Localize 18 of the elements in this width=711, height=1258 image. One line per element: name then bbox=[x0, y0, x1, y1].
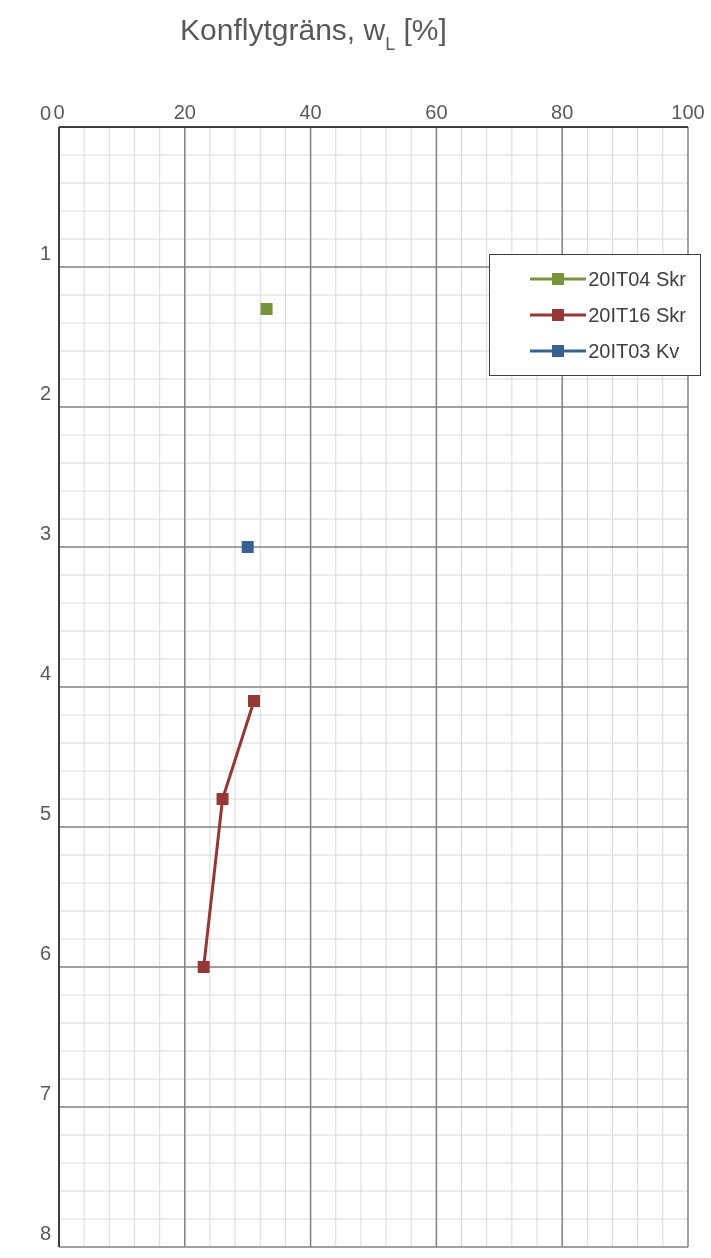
y-tick-label: 3 bbox=[39, 522, 51, 545]
x-tick-label: 60 bbox=[425, 101, 448, 123]
legend-label: 20IT16 Skr bbox=[588, 303, 686, 327]
x-tick-label: 80 bbox=[551, 101, 574, 123]
x-axis-title: Konflytgräns, w$_{L}$ [%] bbox=[180, 13, 447, 54]
y-tick-label: 6 bbox=[39, 942, 51, 965]
y-tick-label: 2 bbox=[39, 382, 51, 405]
y-tick-label: 7 bbox=[39, 1082, 51, 1105]
x-tick-label: 20 bbox=[173, 101, 196, 123]
x-tick-label: 100 bbox=[671, 101, 705, 123]
legend-label: 20IT04 Skr bbox=[588, 267, 686, 291]
y-tick-label: 4 bbox=[39, 662, 51, 685]
y-tick-label: 1 bbox=[39, 242, 51, 265]
y-tick-label: 5 bbox=[39, 802, 51, 825]
legend-label: 20IT03 Kv bbox=[588, 339, 680, 363]
x-tick-label: 40 bbox=[299, 101, 322, 123]
y-tick-label: 8 bbox=[39, 1222, 51, 1245]
x-tick-label: 0 bbox=[53, 101, 65, 123]
